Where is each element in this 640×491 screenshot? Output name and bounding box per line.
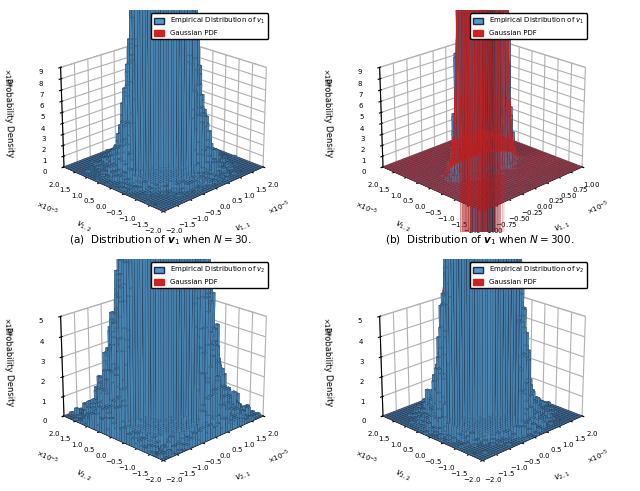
Y-axis label: $v_{1,2}$: $v_{1,2}$ [393,218,412,235]
Legend: Empirical Distribution of $v_1$, Gaussian PDF: Empirical Distribution of $v_1$, Gaussia… [151,13,268,39]
X-axis label: $v_{1,1}$: $v_{1,1}$ [234,218,253,235]
X-axis label: $v_{2,1}$: $v_{2,1}$ [553,467,572,484]
Text: (b)  Distribution of $\boldsymbol{v}_1$ when $N = 300$.: (b) Distribution of $\boldsymbol{v}_1$ w… [385,233,575,247]
Y-axis label: $v_{2,2}$: $v_{2,2}$ [74,467,93,484]
Y-axis label: $v_{2,2}$: $v_{2,2}$ [393,467,412,484]
X-axis label: $v_{1,1}$: $v_{1,1}$ [553,218,572,235]
Text: (a)  Distribution of $\boldsymbol{v}_1$ when $N = 30$.: (a) Distribution of $\boldsymbol{v}_1$ w… [68,233,252,247]
Legend: Empirical Distribution of $v_2$, Gaussian PDF: Empirical Distribution of $v_2$, Gaussia… [470,262,588,288]
X-axis label: $v_{2,1}$: $v_{2,1}$ [234,467,253,484]
Legend: Empirical Distribution of $v_1$, Gaussian PDF: Empirical Distribution of $v_1$, Gaussia… [470,13,588,39]
Y-axis label: $v_{1,2}$: $v_{1,2}$ [74,218,93,235]
Legend: Empirical Distribution of $v_2$, Gaussian PDF: Empirical Distribution of $v_2$, Gaussia… [151,262,268,288]
